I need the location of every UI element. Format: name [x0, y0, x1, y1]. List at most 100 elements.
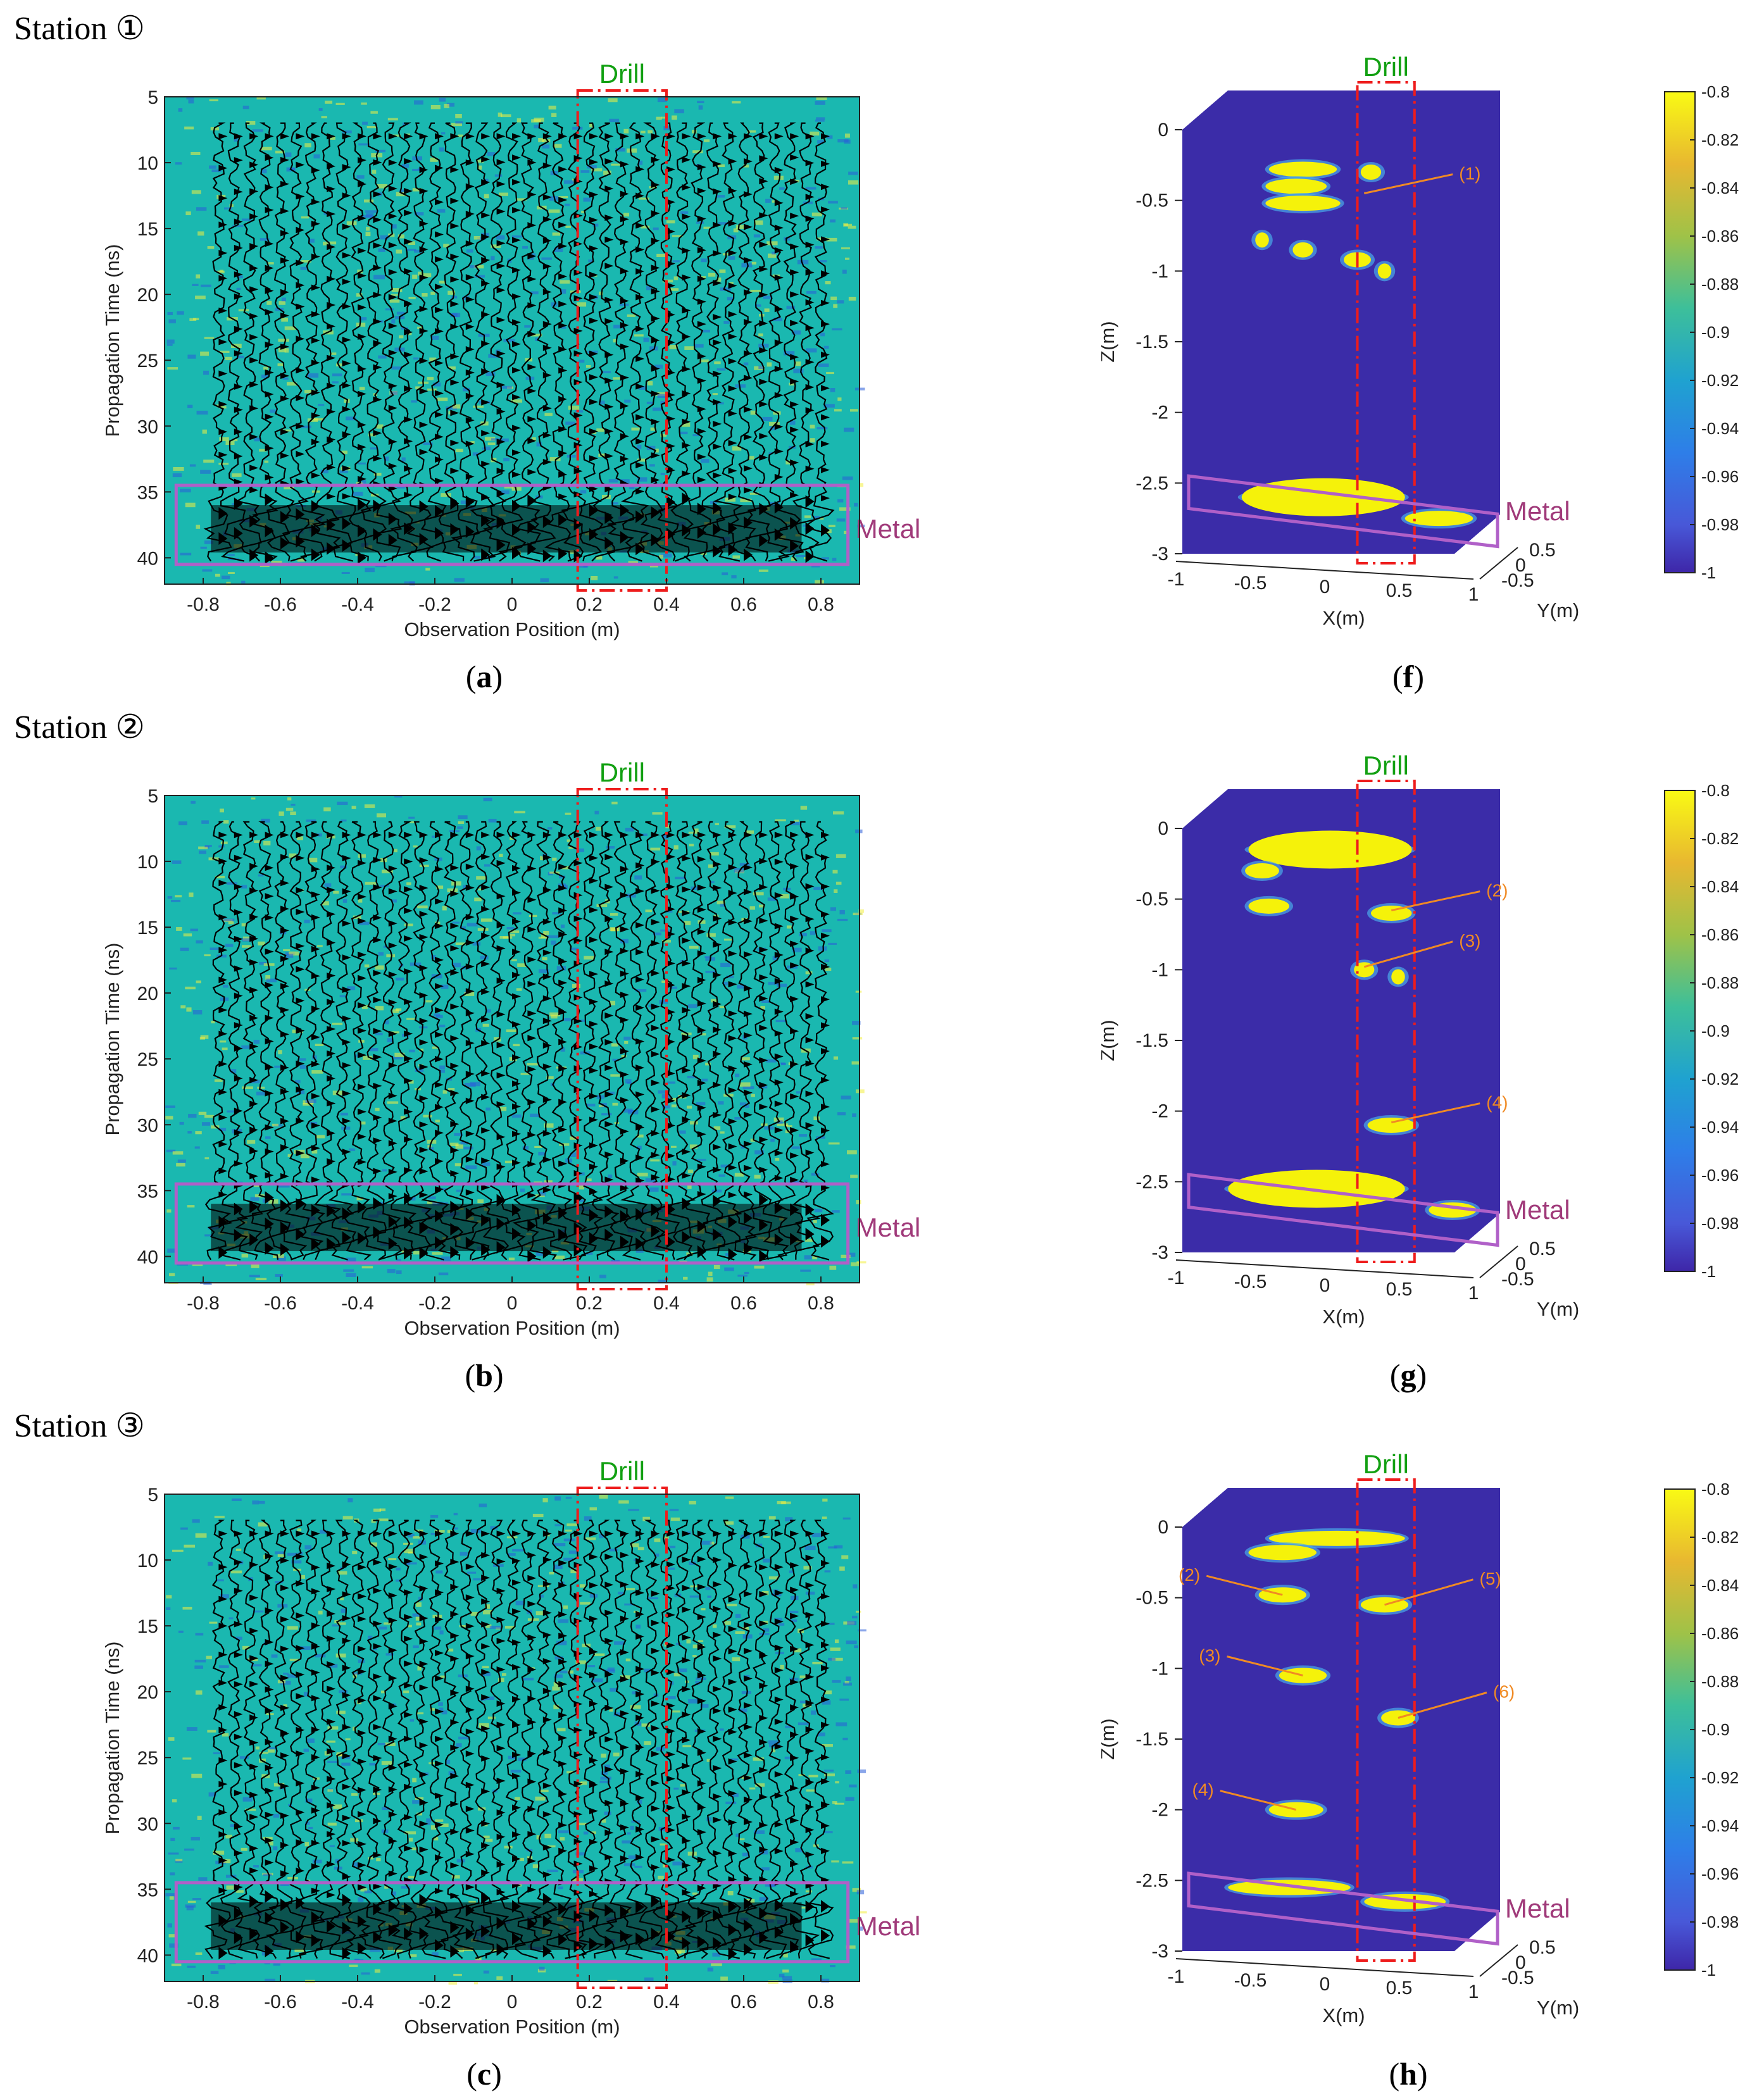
panel-caption: (a) [465, 659, 503, 694]
y-tick-label: 10 [137, 852, 158, 873]
x-tick-label: 0 [507, 1992, 518, 2012]
x-tick-label: -0.8 [187, 594, 220, 615]
y-tick-label: 40 [137, 1945, 158, 1966]
x-tick-label: -1 [1168, 1268, 1185, 1288]
z-tick-label: -2 [1151, 1101, 1168, 1122]
z-tick-label: -2 [1151, 402, 1168, 423]
y-axis-label: Propagation Time (ns) [101, 244, 123, 437]
colorbar-tick-label: -0.84 [1701, 178, 1739, 197]
x-tick-label: -0.2 [418, 1293, 451, 1314]
metal-box [1187, 474, 1499, 549]
anomaly-annotation: (3) [1459, 931, 1480, 951]
anomaly [1245, 863, 1279, 878]
z-tick-label: -1.5 [1135, 332, 1168, 352]
y-tick-label: 35 [137, 1880, 158, 1900]
metal-label: Metal [1505, 496, 1570, 526]
x-tick-label: -0.4 [341, 1293, 374, 1314]
panel-letter: f [1403, 659, 1414, 694]
colorbar-tick-label: -0.92 [1701, 1768, 1739, 1787]
y-tick-label: 0.5 [1529, 540, 1556, 561]
colorbar-tick-label: -0.98 [1701, 515, 1739, 534]
radargram-chart: Drill Metal -0.8 -0.6 -0.4 -0.2 0 0.2 0.4 0.6 0.8 5… [101, 1456, 921, 2038]
y-tick-label: 5 [147, 87, 158, 108]
x-tick-label: -0.2 [418, 1992, 451, 2012]
panel-letter: b [475, 1357, 493, 1393]
x-tick-label: 0.2 [576, 1293, 603, 1314]
x-tick-label: 1 [1468, 1981, 1479, 2002]
z-tick-label: -1.5 [1135, 1729, 1168, 1750]
y-tick-label: 15 [137, 219, 158, 240]
x-tick-label: 0.5 [1386, 1978, 1413, 1999]
x-tick-label: 0.6 [730, 1992, 757, 2012]
anomaly-annotation: (4) [1192, 1780, 1214, 1800]
y-tick-label: 20 [137, 1682, 158, 1703]
y-tick-label: 35 [137, 482, 158, 503]
colorbar-tick-label: -0.88 [1701, 1672, 1739, 1691]
x-axis-label: Observation Position (m) [404, 1317, 620, 1339]
anomaly-group [1224, 1528, 1450, 1912]
colorbar-tick-label: -0.96 [1701, 1864, 1739, 1883]
metal-box [174, 483, 850, 566]
colorbar-tick-label: -0.82 [1701, 1528, 1739, 1547]
x-tick-label: 0.4 [653, 594, 680, 615]
z-tick-label: -3 [1151, 1242, 1168, 1263]
station-label: Station ③ [14, 1408, 145, 1444]
z-tick-label: -0.5 [1135, 889, 1168, 910]
x-tick-label: 0 [1320, 1275, 1330, 1296]
metal-box [1187, 1173, 1499, 1247]
z-tick-label: -3 [1151, 1941, 1168, 1962]
drill-box [1356, 1478, 1416, 1962]
y-tick-label: 10 [137, 153, 158, 174]
x-tick-label: 0.4 [653, 1992, 680, 2012]
anomaly [1255, 232, 1269, 248]
z-tick-label: -0.5 [1135, 190, 1168, 211]
panel-letter: c [477, 2056, 492, 2092]
y-tick-label: 30 [137, 416, 158, 437]
metal-label: Metal [856, 1911, 921, 1941]
y-tick-label: 5 [147, 786, 158, 807]
anomaly [1360, 165, 1382, 180]
x-tick-label: 1 [1468, 1283, 1479, 1304]
x-tick-label: 0 [507, 594, 518, 615]
anomaly [1391, 969, 1405, 985]
y-axis-label: Y(m) [1537, 1298, 1579, 1320]
y-tick-label: 0.5 [1529, 1238, 1556, 1259]
anomaly [1371, 906, 1412, 921]
panel-caption: (b) [465, 1357, 504, 1393]
drill-box [576, 788, 668, 1290]
x-axis-label: Observation Position (m) [404, 2016, 620, 2038]
station-label: Station ① [14, 11, 145, 47]
colorbar-tick-label: -0.86 [1701, 925, 1739, 944]
y-tick-label: 0.5 [1529, 1937, 1556, 1958]
z-tick-label: 0 [1158, 120, 1168, 140]
drill-label: Drill [599, 758, 645, 787]
x-tick-label: -0.5 [1234, 1970, 1267, 1991]
anomaly [1292, 242, 1313, 258]
z-tick-label: -0.5 [1135, 1588, 1168, 1609]
drill-label: Drill [1363, 52, 1408, 82]
colorbar-tick-label: -0.86 [1701, 1624, 1739, 1643]
y-axis-label: Y(m) [1537, 1997, 1579, 2019]
y-tick-label: 30 [137, 1115, 158, 1136]
colorbar-tick-label: -0.9 [1701, 1021, 1730, 1040]
panel-caption: (h) [1389, 2056, 1428, 2092]
y-tick-label: 40 [137, 548, 158, 569]
colorbar-tick-label: -0.8 [1701, 82, 1730, 101]
colorbar-tick-label: -0.86 [1701, 227, 1739, 246]
x-tick-label: 0 [1320, 1974, 1330, 1995]
metal-reflection [211, 1204, 802, 1252]
anomaly [1377, 263, 1392, 279]
y-tick-label: 25 [137, 1748, 158, 1769]
panel-caption: (f) [1392, 659, 1424, 694]
anomaly [1265, 196, 1341, 211]
x-axis-label: X(m) [1322, 1306, 1365, 1328]
y-tick-label: 15 [137, 1616, 158, 1637]
colorbar-tick-label: -0.94 [1701, 1816, 1739, 1835]
panel-caption: (c) [466, 2056, 502, 2092]
volume-box [1182, 1488, 1500, 1951]
drill-box [1356, 81, 1416, 565]
z-tick-label: -3 [1151, 544, 1168, 565]
colorbar-tick-label: -0.94 [1701, 419, 1739, 438]
radargram-chart: Drill Metal -0.8 -0.6 -0.4 -0.2 0 0.2 0.4 0.6 0.8 5… [101, 59, 920, 640]
anomaly-annotation: (2) [1486, 881, 1508, 901]
